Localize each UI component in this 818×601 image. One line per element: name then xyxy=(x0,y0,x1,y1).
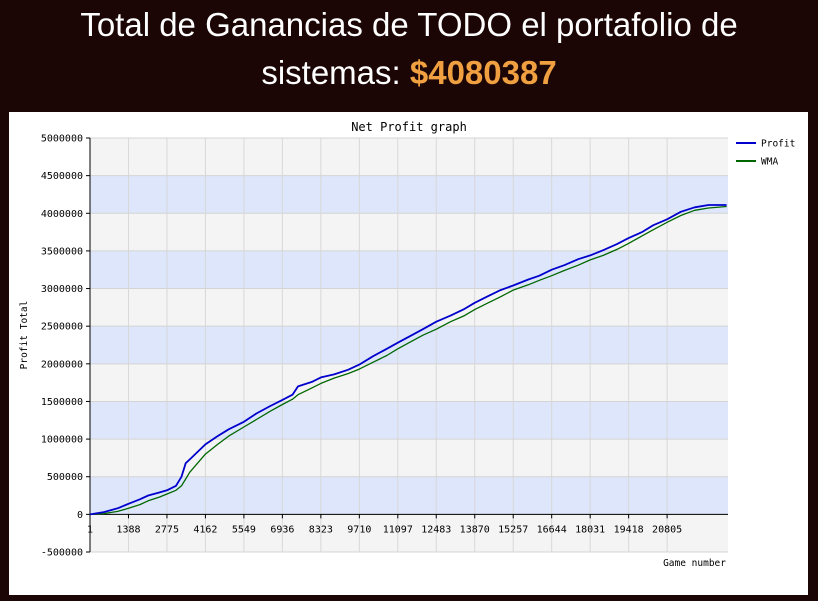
y-tick-label: 3000000 xyxy=(41,284,83,295)
y-tick-label: 4000000 xyxy=(41,209,83,220)
total-profit-amount: $4080387 xyxy=(409,54,557,91)
y-tick-label: 0 xyxy=(77,510,83,521)
series-line-wma xyxy=(89,205,727,516)
x-tick-label: 9710 xyxy=(347,524,371,535)
plot-band xyxy=(90,138,728,176)
x-tick-label: 5549 xyxy=(232,524,256,535)
chart-panel: 5000000 4500000 4000000 3500000 3000000 25000… xyxy=(9,112,808,595)
x-tick-label: 2775 xyxy=(155,524,179,535)
plot-band xyxy=(90,401,728,440)
x-tick-label: 20805 xyxy=(652,524,682,535)
x-tick-label: 1388 xyxy=(116,524,140,535)
y-tick-label: 2500000 xyxy=(41,322,83,333)
banner-line-2: sistemas: $4080387 xyxy=(0,49,818,97)
plot-band xyxy=(90,250,728,289)
plot-band xyxy=(90,363,728,402)
plot-band xyxy=(90,175,728,214)
legend-label-wma: WMA xyxy=(761,157,778,168)
plot-band xyxy=(90,326,728,364)
page-banner: Total de Ganancias de TODO el portafolio… xyxy=(0,0,818,108)
y-tick-label: 500000 xyxy=(47,472,83,483)
y-tick-label: 3500000 xyxy=(41,246,83,257)
x-tick-label: 13870 xyxy=(460,524,490,535)
y-tick-label: 1000000 xyxy=(41,435,83,446)
x-tick-label: 16644 xyxy=(537,524,567,535)
x-tick-label: 12483 xyxy=(421,524,451,535)
chart-title: Net Profit graph xyxy=(351,120,467,134)
y-tick-label: 1500000 xyxy=(41,397,83,408)
x-tick-label: 6936 xyxy=(270,524,294,535)
legend-label-profit: Profit xyxy=(761,139,795,150)
plot-band xyxy=(90,288,728,327)
plot-band xyxy=(90,213,728,251)
banner-line-1: Total de Ganancias de TODO el portafolio… xyxy=(80,6,738,43)
x-tick-label: 1 xyxy=(87,524,93,535)
y-tick-label: -500000 xyxy=(41,548,83,559)
x-tick-label: 4162 xyxy=(193,524,217,535)
banner-label: sistemas: xyxy=(261,54,401,91)
x-tick-label: 18031 xyxy=(575,524,605,535)
series-line-profit xyxy=(89,204,727,516)
x-tick-label: 11097 xyxy=(383,524,413,535)
y-tick-label: 2000000 xyxy=(41,359,83,370)
y-tick-label: 5000000 xyxy=(41,134,83,145)
x-axis-label: Game number xyxy=(663,558,726,569)
plot-band xyxy=(90,439,728,477)
x-tick-label: 15257 xyxy=(498,524,528,535)
net-profit-chart: 5000000450000040000003500000300000025000… xyxy=(19,120,795,569)
plot-band xyxy=(90,476,728,515)
x-tick-label: 8323 xyxy=(309,524,333,535)
x-tick-label: 19418 xyxy=(614,524,644,535)
plot-band xyxy=(90,514,728,552)
y-axis-label: Profit Total xyxy=(19,301,30,370)
y-tick-label: 4500000 xyxy=(41,171,83,182)
